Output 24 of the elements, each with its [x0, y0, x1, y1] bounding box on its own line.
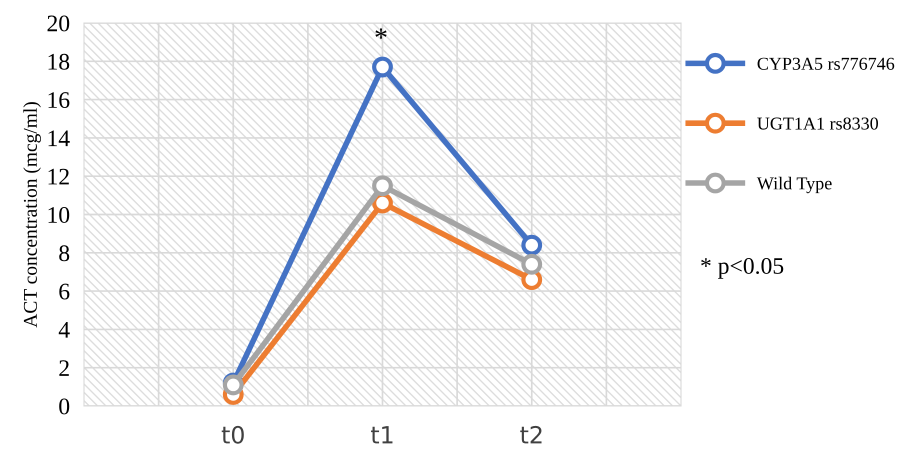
y-tick-label: 2 — [59, 360, 69, 376]
y-tick-label: 0 — [59, 398, 70, 414]
x-tick-label: t0 — [222, 426, 244, 444]
y-tick-label: 14 — [48, 130, 70, 146]
point — [521, 234, 542, 256]
y-tick-label: 6 — [59, 284, 70, 300]
y-tick-label: 10 — [48, 206, 70, 223]
x-tick-label: t2 — [520, 426, 542, 444]
y-tick-label: 8 — [59, 245, 70, 262]
annotation: * — [375, 28, 387, 39]
point — [372, 175, 393, 196]
y-tick-label: 18 — [48, 54, 70, 70]
x-tick-label: t1 — [370, 426, 392, 444]
legend-label: CYP3A5 rs776746 — [758, 58, 894, 70]
y-tick-label: 12 — [48, 168, 69, 184]
point — [372, 56, 393, 78]
legend-label: UGT1A1 rs8330 — [757, 117, 878, 130]
point — [521, 254, 542, 275]
y-tick-label: 20 — [48, 15, 70, 32]
y-tick-label: 16 — [48, 92, 70, 108]
y-tick-label: 4 — [58, 322, 70, 338]
legend-label: Wild Type — [756, 176, 832, 194]
y-axis-title: ACT concentration (mcg/ml) — [23, 102, 41, 328]
text: * p<0.05 — [701, 258, 784, 279]
